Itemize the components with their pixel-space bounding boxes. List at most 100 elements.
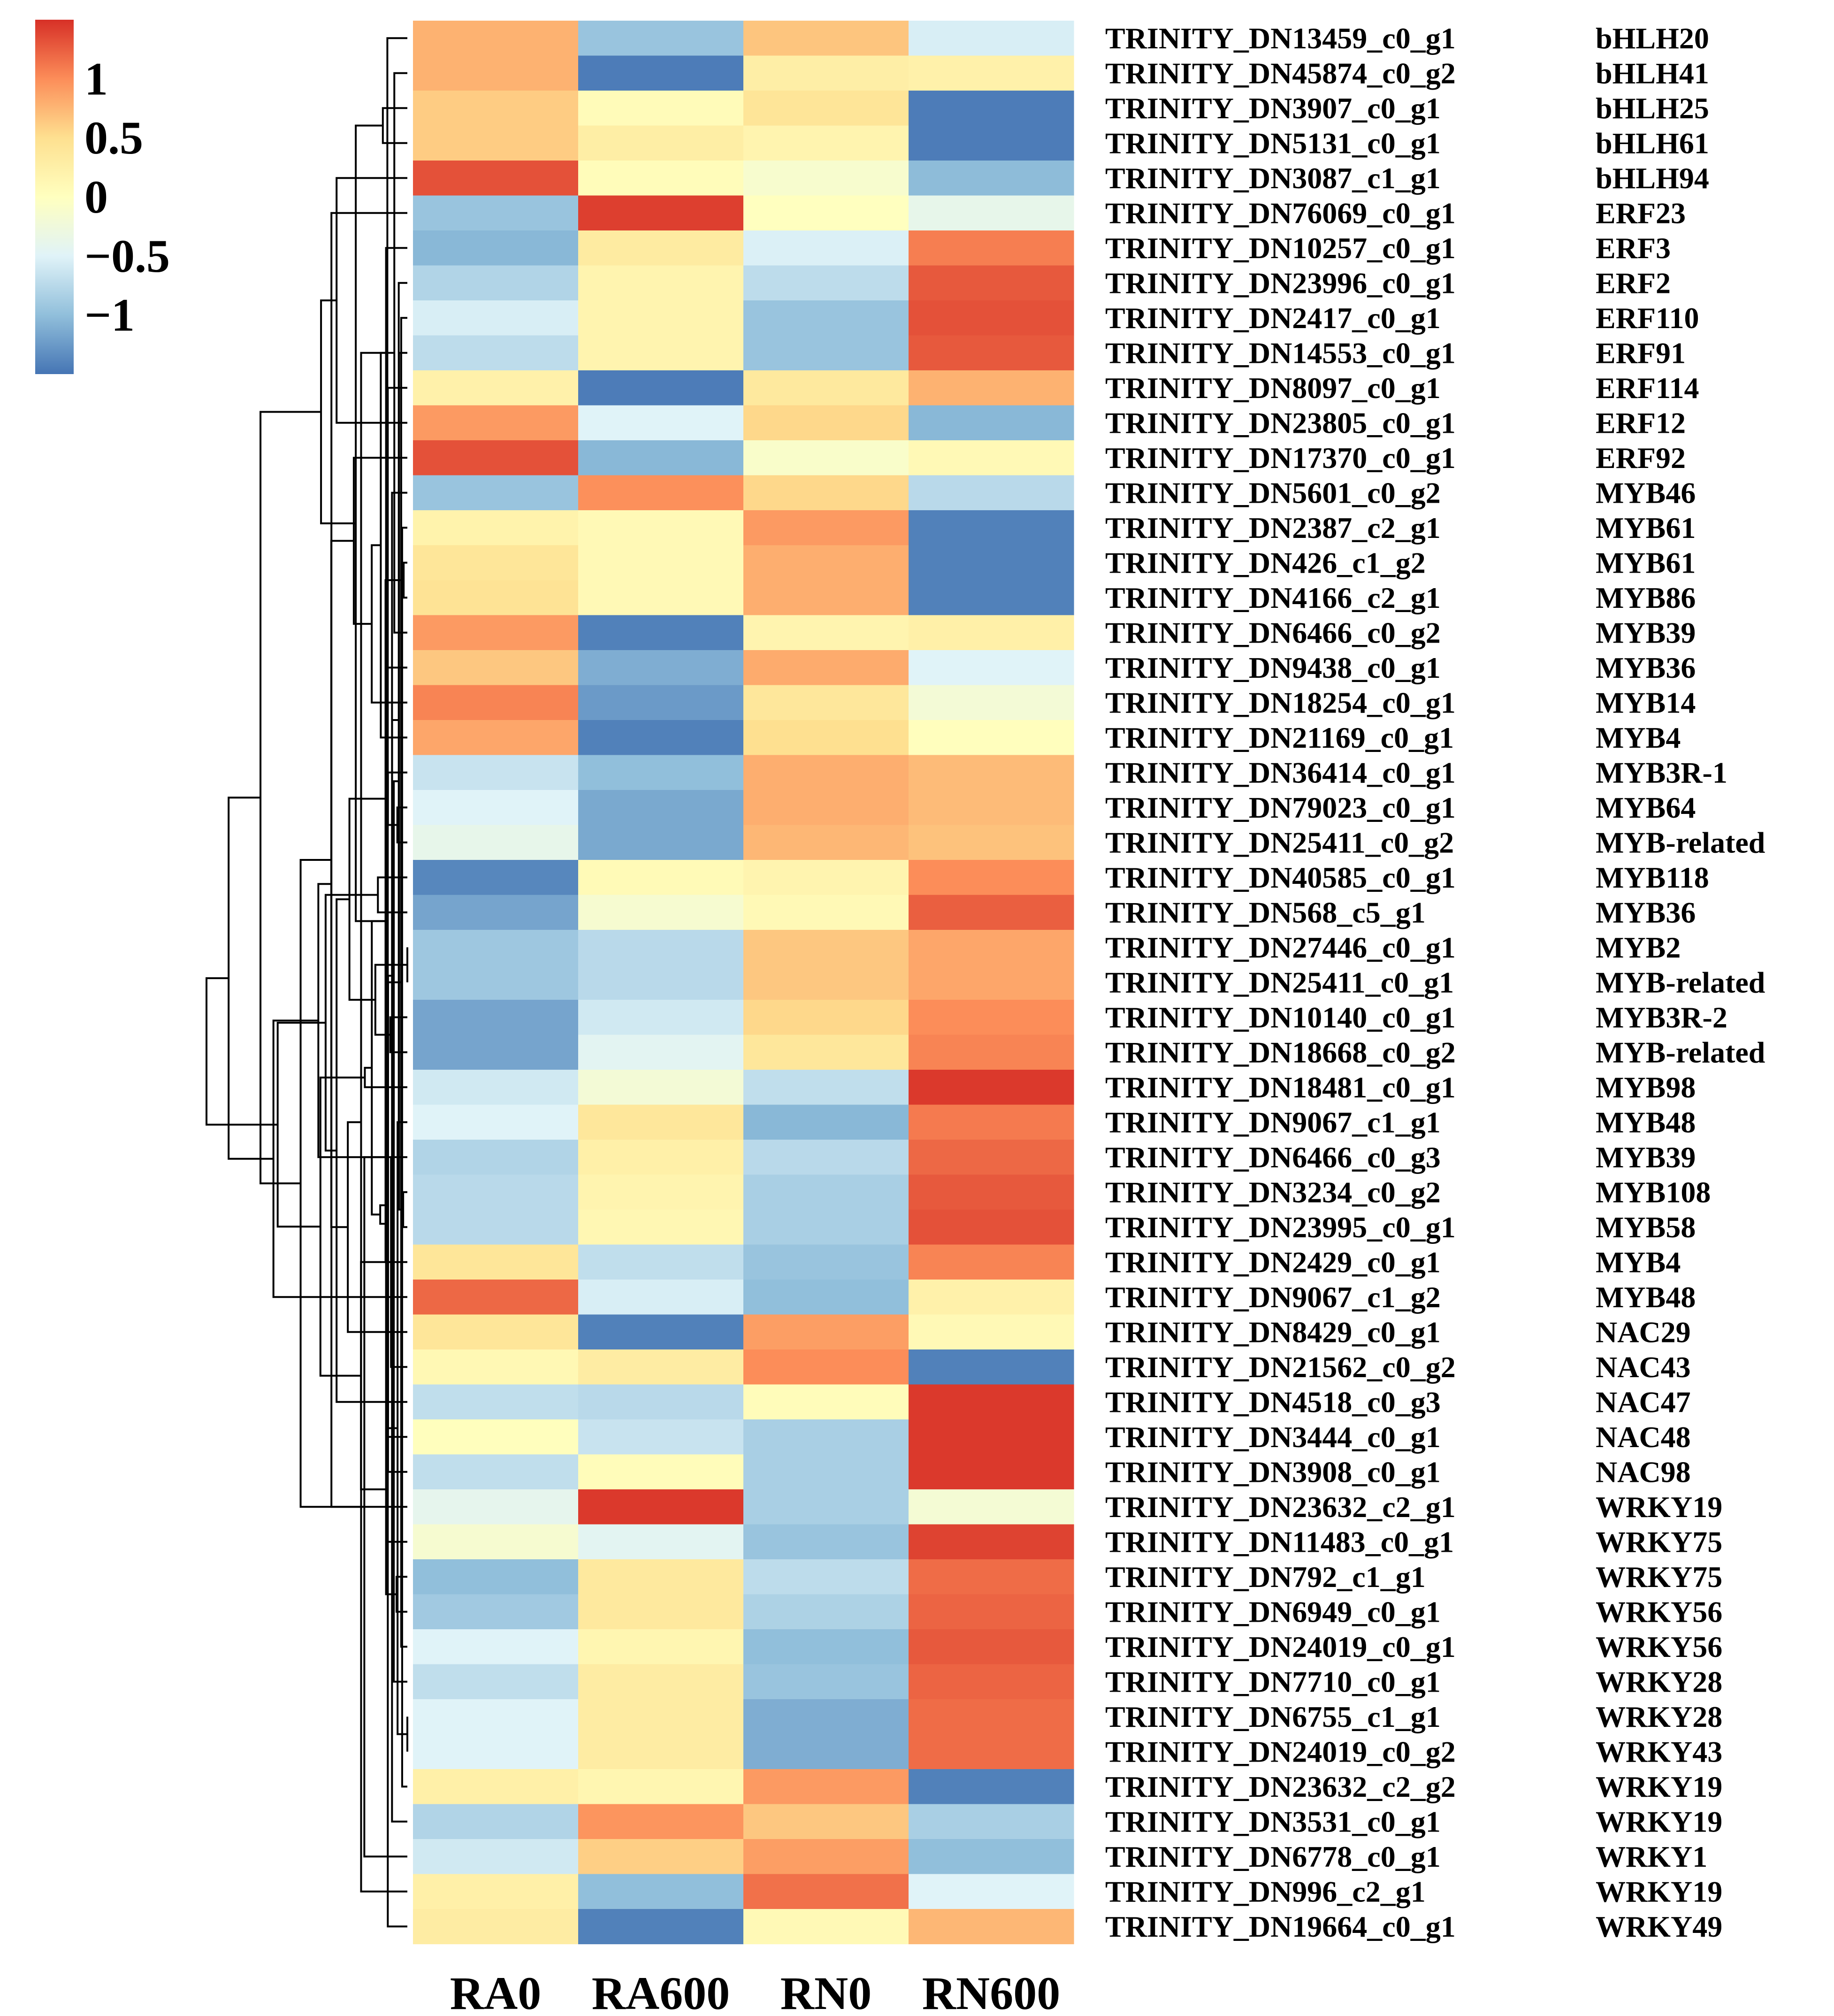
heatmap-cell	[743, 1104, 909, 1140]
row-tf-label: MYB48	[1596, 1105, 1696, 1139]
row-tf-label: ERF110	[1596, 301, 1699, 335]
heatmap-cell	[578, 125, 744, 161]
heatmap-cell	[909, 1035, 1074, 1070]
heatmap-cell	[578, 475, 744, 511]
heatmap-cell	[413, 21, 579, 56]
row-gene-label: TRINITY_DN9438_c0_g1	[1105, 651, 1441, 684]
heatmap-cell	[909, 1699, 1074, 1735]
row-gene-label: TRINITY_DN9067_c1_g1	[1105, 1105, 1441, 1139]
row-gene-label: TRINITY_DN2417_c0_g1	[1105, 301, 1441, 335]
heatmap-cells	[413, 21, 1074, 1945]
heatmap-cell	[909, 1419, 1074, 1455]
heatmap-cell	[909, 860, 1074, 896]
heatmap-cell	[578, 615, 744, 651]
row-gene-label: TRINITY_DN3908_c0_g1	[1105, 1455, 1441, 1488]
dendrogram-branch	[371, 544, 407, 704]
heatmap-cell	[413, 1489, 579, 1525]
dendrogram-branch	[260, 411, 321, 1185]
heatmap-cell	[909, 265, 1074, 301]
row-gene-label: TRINITY_DN3234_c0_g2	[1105, 1175, 1441, 1209]
row-gene-label: TRINITY_DN426_c1_g2	[1105, 546, 1426, 579]
row-gene-label: TRINITY_DN18668_c0_g2	[1105, 1035, 1456, 1069]
heatmap-cell	[743, 335, 909, 371]
column-label: RA600	[592, 1967, 730, 2016]
heatmap-cell	[578, 1874, 744, 1909]
heatmap-cell	[578, 1559, 744, 1595]
heatmap-cell	[743, 545, 909, 581]
row-tf-label: MYB2	[1596, 931, 1681, 964]
heatmap-cell	[578, 1909, 744, 1945]
heatmap-cell	[413, 475, 579, 511]
heatmap-cell	[909, 1874, 1074, 1909]
heatmap-cell	[743, 860, 909, 896]
colorbar	[35, 20, 74, 374]
heatmap-cell	[743, 1244, 909, 1280]
heatmap-cell	[413, 1734, 579, 1770]
heatmap-cell	[413, 1140, 579, 1175]
heatmap-cell	[743, 475, 909, 511]
heatmap-cell	[413, 300, 579, 336]
row-gene-label: TRINITY_DN79023_c0_g1	[1105, 791, 1456, 824]
column-label: RN600	[922, 1967, 1060, 2016]
row-gene-label: TRINITY_DN23996_c0_g1	[1105, 266, 1456, 299]
heatmap-cell	[578, 510, 744, 546]
heatmap-cell	[413, 370, 579, 406]
heatmap-cell	[578, 1804, 744, 1840]
heatmap-cell	[413, 685, 579, 721]
heatmap-cell	[413, 1454, 579, 1490]
heatmap-cell	[413, 1000, 579, 1035]
heatmap-cell	[578, 930, 744, 966]
row-gene-label: TRINITY_DN8097_c0_g1	[1105, 371, 1441, 405]
heatmap-cell	[909, 755, 1074, 790]
row-tf-label: NAC43	[1596, 1350, 1691, 1384]
row-labels: TRINITY_DN13459_c0_g1 bHLH20 TRINITY_DN458…	[1105, 22, 1765, 1943]
heatmap-cell	[743, 1349, 909, 1385]
heatmap-cell	[909, 1070, 1074, 1105]
heatmap-cell	[413, 930, 579, 966]
heatmap-cell	[743, 125, 909, 161]
row-tf-label: ERF23	[1596, 196, 1686, 230]
row-tf-label: WRKY19	[1596, 1805, 1722, 1838]
row-tf-label: ERF2	[1596, 266, 1671, 299]
heatmap-cell	[743, 1909, 909, 1945]
heatmap-cell	[578, 1070, 744, 1105]
heatmap-cell	[578, 1210, 744, 1245]
row-gene-label: TRINITY_DN6466_c0_g2	[1105, 616, 1441, 649]
heatmap-cell	[413, 440, 579, 476]
heatmap-cell	[909, 91, 1074, 126]
heatmap-cell	[578, 161, 744, 196]
heatmap-cell	[909, 790, 1074, 826]
row-gene-label: TRINITY_DN7710_c0_g1	[1105, 1665, 1441, 1698]
heatmap-cell	[743, 930, 909, 966]
heatmap-cell	[909, 370, 1074, 406]
row-gene-label: TRINITY_DN2387_c2_g1	[1105, 511, 1441, 544]
heatmap-cell	[578, 335, 744, 371]
row-tf-label: WRKY28	[1596, 1700, 1722, 1733]
row-gene-label: TRINITY_DN23632_c2_g1	[1105, 1490, 1456, 1524]
heatmap-cell	[413, 1035, 579, 1070]
heatmap-cell	[413, 895, 579, 930]
dendrogram-branch	[386, 37, 407, 669]
dendrogram-branch	[360, 352, 407, 1893]
heatmap-cell	[413, 1280, 579, 1315]
heatmap-cell	[413, 195, 579, 231]
heatmap-cell	[743, 91, 909, 126]
row-gene-label: TRINITY_DN3907_c0_g1	[1105, 92, 1441, 125]
row-gene-label: TRINITY_DN24019_c0_g2	[1105, 1735, 1456, 1768]
heatmap-cell	[413, 1384, 579, 1420]
row-gene-label: TRINITY_DN24019_c0_g1	[1105, 1630, 1456, 1663]
row-gene-label: TRINITY_DN76069_c0_g1	[1105, 196, 1456, 230]
heatmap-cell	[909, 1210, 1074, 1245]
heatmap-cell	[578, 1664, 744, 1700]
row-tf-label: MYB98	[1596, 1071, 1696, 1104]
heatmap-cell	[578, 1104, 744, 1140]
heatmap-cell	[909, 1384, 1074, 1420]
heatmap-cell	[413, 720, 579, 756]
row-tf-label: ERF114	[1596, 371, 1699, 405]
colorbar-tick-label: −0.5	[84, 230, 170, 282]
heatmap-cell	[909, 1000, 1074, 1035]
heatmap-cell	[743, 1769, 909, 1805]
heatmap-cell	[909, 1804, 1074, 1840]
heatmap-cell	[578, 440, 744, 476]
row-gene-label: TRINITY_DN10140_c0_g1	[1105, 1001, 1456, 1034]
